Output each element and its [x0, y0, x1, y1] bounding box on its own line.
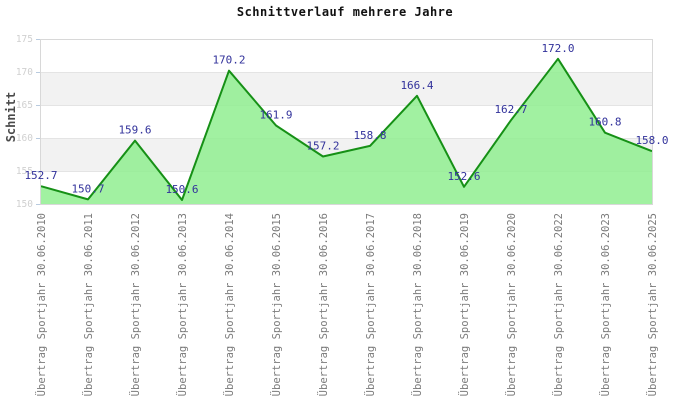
x-tick-label: Übertrag Sportjahr 30.06.2020	[505, 213, 518, 396]
y-tick-label: 175	[16, 34, 33, 45]
y-tick-label: 160	[16, 133, 33, 144]
x-tick-label: Übertrag Sportjahr 30.06.2022	[552, 213, 565, 396]
series-line	[40, 57, 653, 201]
y-tick-label: 165	[16, 100, 33, 111]
value-label: 160.8	[588, 116, 621, 129]
x-tick-label: Übertrag Sportjahr 30.06.2025	[646, 213, 659, 396]
value-label: 161.9	[259, 109, 292, 122]
value-label: 162.7	[494, 103, 527, 116]
x-tick-label: Übertrag Sportjahr 30.06.2023	[599, 213, 612, 396]
chart-title: Schnittverlauf mehrere Jahre	[236, 5, 454, 19]
value-label: 166.4	[400, 79, 433, 92]
plot-border	[40, 39, 653, 205]
value-label: 158.0	[635, 134, 668, 147]
x-tick-label: Übertrag Sportjahr 30.06.2014	[223, 213, 236, 396]
value-label: 152.6	[447, 170, 480, 183]
value-label: 159.6	[118, 124, 151, 137]
y-tick-label: 150	[16, 199, 33, 210]
x-tick-label: Übertrag Sportjahr 30.06.2011	[82, 213, 95, 396]
value-label: 158.8	[353, 129, 386, 142]
value-label: 172.0	[541, 42, 574, 55]
y-tick-label: 155	[16, 166, 33, 177]
value-label: 150.6	[165, 183, 198, 196]
x-tick-label: Übertrag Sportjahr 30.06.2015	[270, 213, 283, 396]
y-tick-label: 170	[16, 67, 33, 78]
x-tick-label: Übertrag Sportjahr 30.06.2010	[35, 213, 48, 396]
x-tick-label: Übertrag Sportjahr 30.06.2019	[458, 213, 471, 396]
x-tick-label: Übertrag Sportjahr 30.06.2017	[364, 213, 377, 396]
value-label: 170.2	[212, 54, 245, 67]
x-tick-label: Übertrag Sportjahr 30.06.2016	[317, 213, 330, 396]
x-tick-label: Übertrag Sportjahr 30.06.2018	[411, 213, 424, 396]
value-label: 157.2	[306, 140, 339, 153]
value-label: 152.7	[24, 169, 57, 182]
x-tick-label: Übertrag Sportjahr 30.06.2013	[176, 213, 189, 396]
value-label: 150.7	[71, 182, 104, 195]
x-tick-label: Übertrag Sportjahr 30.06.2012	[129, 213, 142, 396]
